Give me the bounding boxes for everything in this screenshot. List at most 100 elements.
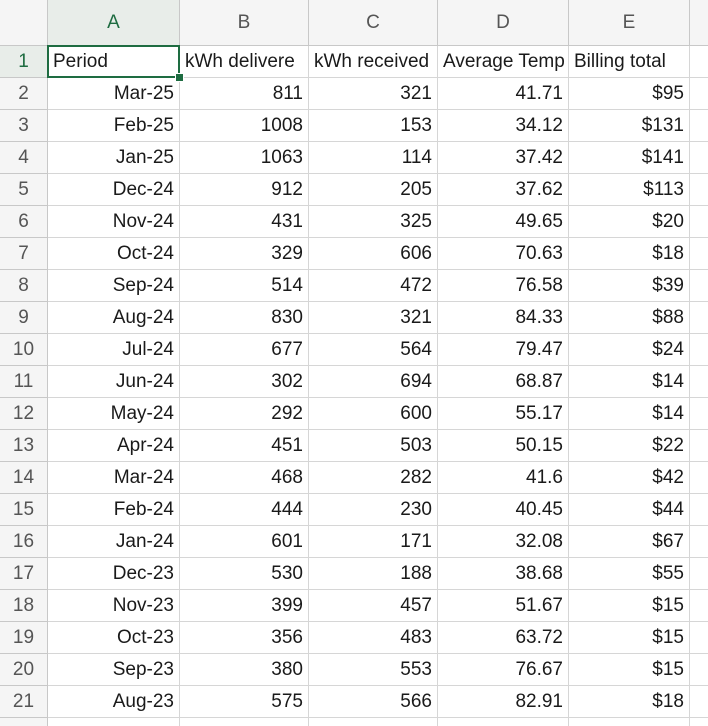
corner[interactable] xyxy=(0,0,48,46)
cell[interactable]: Oct-23 xyxy=(48,622,180,654)
cell[interactable]: 230 xyxy=(309,494,438,526)
cell[interactable]: Jan-24 xyxy=(48,526,180,558)
cell[interactable]: Feb-25 xyxy=(48,110,180,142)
row-header[interactable]: 15 xyxy=(0,494,48,526)
cell[interactable]: 694 xyxy=(309,366,438,398)
cell[interactable]: Billing total xyxy=(569,46,690,78)
cell[interactable]: 32.08 xyxy=(438,526,569,558)
cell[interactable]: 41.6 xyxy=(438,462,569,494)
cell[interactable]: $113 xyxy=(569,174,690,206)
cell[interactable]: 82.91 xyxy=(438,686,569,718)
cell[interactable] xyxy=(690,238,708,270)
cell[interactable] xyxy=(690,494,708,526)
cell[interactable] xyxy=(690,334,708,366)
cell[interactable]: 530 xyxy=(180,558,309,590)
cell[interactable]: $15 xyxy=(569,654,690,686)
cell[interactable]: 503 xyxy=(309,430,438,462)
cell[interactable]: 606 xyxy=(309,238,438,270)
cell[interactable]: $24 xyxy=(569,334,690,366)
row-header[interactable]: 8 xyxy=(0,270,48,302)
cell[interactable]: 444 xyxy=(180,494,309,526)
cell[interactable] xyxy=(690,430,708,462)
cell[interactable]: 1063 xyxy=(180,142,309,174)
cell[interactable]: $18 xyxy=(569,238,690,270)
cell[interactable]: 811 xyxy=(180,78,309,110)
row-header[interactable]: 14 xyxy=(0,462,48,494)
cell[interactable]: $18 xyxy=(569,686,690,718)
cell[interactable]: Oct-24 xyxy=(48,238,180,270)
row-header[interactable] xyxy=(0,718,48,726)
cell[interactable]: Nov-23 xyxy=(48,590,180,622)
cell[interactable]: 37.62 xyxy=(438,174,569,206)
cell[interactable]: 68.87 xyxy=(438,366,569,398)
row-header[interactable]: 3 xyxy=(0,110,48,142)
cell[interactable] xyxy=(690,302,708,334)
cell[interactable]: 114 xyxy=(309,142,438,174)
cell[interactable]: 553 xyxy=(309,654,438,686)
cell[interactable] xyxy=(690,110,708,142)
cell[interactable]: 292 xyxy=(180,398,309,430)
cell[interactable]: 37.42 xyxy=(438,142,569,174)
cell[interactable]: Nov-24 xyxy=(48,206,180,238)
cell[interactable]: 566 xyxy=(309,686,438,718)
cell[interactable]: 329 xyxy=(180,238,309,270)
cell[interactable]: 399 xyxy=(180,590,309,622)
cell[interactable] xyxy=(690,398,708,430)
cell[interactable]: kWh received xyxy=(309,46,438,78)
cell[interactable]: Average Temp xyxy=(438,46,569,78)
row-header[interactable]: 17 xyxy=(0,558,48,590)
cell[interactable]: 38.68 xyxy=(438,558,569,590)
cell[interactable]: 564 xyxy=(309,334,438,366)
cell[interactable]: Jan-25 xyxy=(48,142,180,174)
column-header[interactable] xyxy=(690,0,708,46)
cell[interactable]: Mar-24 xyxy=(48,462,180,494)
row-header[interactable]: 10 xyxy=(0,334,48,366)
row-header[interactable]: 13 xyxy=(0,430,48,462)
cell[interactable]: 70.63 xyxy=(438,238,569,270)
cell[interactable] xyxy=(690,526,708,558)
cell[interactable]: 483 xyxy=(309,622,438,654)
cell[interactable] xyxy=(690,654,708,686)
cell[interactable]: 431 xyxy=(180,206,309,238)
cell[interactable] xyxy=(690,686,708,718)
cell[interactable]: 575 xyxy=(180,686,309,718)
row-header[interactable]: 18 xyxy=(0,590,48,622)
cell[interactable]: $95 xyxy=(569,78,690,110)
cell[interactable] xyxy=(690,718,708,726)
cell[interactable] xyxy=(690,46,708,78)
cell[interactable]: 79.47 xyxy=(438,334,569,366)
cell[interactable]: Apr-24 xyxy=(48,430,180,462)
cell[interactable] xyxy=(690,270,708,302)
cell[interactable]: 49.65 xyxy=(438,206,569,238)
fill-handle[interactable] xyxy=(175,73,184,82)
cell[interactable]: $44 xyxy=(569,494,690,526)
cell[interactable]: Dec-24 xyxy=(48,174,180,206)
cell[interactable]: Sep-23 xyxy=(48,654,180,686)
column-header[interactable]: D xyxy=(438,0,569,46)
cell[interactable]: 76.67 xyxy=(438,654,569,686)
row-header[interactable]: 9 xyxy=(0,302,48,334)
row-header[interactable]: 4 xyxy=(0,142,48,174)
cell[interactable]: Jul-24 xyxy=(48,334,180,366)
cell[interactable]: $88 xyxy=(569,302,690,334)
cell[interactable]: Aug-23 xyxy=(48,686,180,718)
cell[interactable] xyxy=(309,718,438,726)
cell[interactable]: $131 xyxy=(569,110,690,142)
column-header[interactable]: B xyxy=(180,0,309,46)
row-header[interactable]: 5 xyxy=(0,174,48,206)
cell[interactable]: 1008 xyxy=(180,110,309,142)
row-header[interactable]: 19 xyxy=(0,622,48,654)
cell[interactable] xyxy=(180,718,309,726)
cell[interactable]: $39 xyxy=(569,270,690,302)
cell[interactable] xyxy=(690,462,708,494)
cell[interactable]: 472 xyxy=(309,270,438,302)
cell[interactable]: $15 xyxy=(569,622,690,654)
cell[interactable]: Period xyxy=(48,46,180,78)
cell[interactable]: Mar-25 xyxy=(48,78,180,110)
cell[interactable]: 912 xyxy=(180,174,309,206)
cell[interactable]: Dec-23 xyxy=(48,558,180,590)
row-header[interactable]: 1 xyxy=(0,46,48,78)
cell[interactable]: 55.17 xyxy=(438,398,569,430)
cell[interactable]: $42 xyxy=(569,462,690,494)
cell[interactable]: Sep-24 xyxy=(48,270,180,302)
